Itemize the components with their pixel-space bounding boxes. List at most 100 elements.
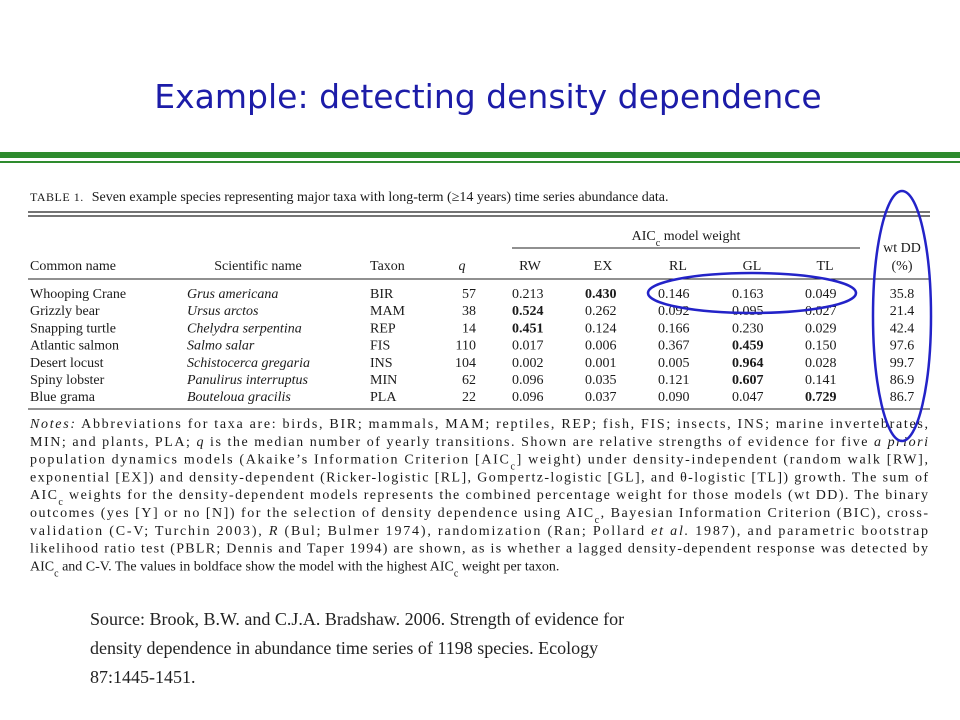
table-cell: 0.027: [805, 304, 837, 319]
text-run: weight per taxon.: [458, 559, 559, 574]
italic-run: Notes:: [29, 417, 75, 432]
table-cell: 0.028: [805, 356, 837, 371]
italic-run: et al.: [651, 524, 688, 539]
column-header: Common name: [30, 259, 116, 274]
table-cell: 35.8: [890, 287, 915, 302]
column-header: EX: [594, 259, 613, 274]
table-cell: 0.037: [585, 390, 617, 405]
table-cell: 62: [462, 373, 476, 388]
text-run: outcomes (yes [Y] or no [N]) for the sel…: [30, 506, 593, 521]
text-run: 1987), and parametric bootstrap: [690, 524, 928, 539]
table-cell: FIS: [370, 339, 390, 354]
text-run: likelihood ratio test (PBLR; Dennis and …: [30, 542, 928, 557]
table-cell: 0.524: [512, 304, 544, 319]
table-cell: Grizzly bear: [30, 304, 100, 319]
column-header: RL: [669, 259, 687, 274]
table-cell: Ursus arctos: [187, 304, 259, 319]
note-line: outcomes (yes [Y] or no [N]) for the sel…: [30, 506, 928, 526]
italic-run: R: [268, 524, 278, 539]
table-cell: MAM: [370, 304, 406, 319]
table-cell: 0.096: [512, 390, 544, 405]
table-cell: Salmo salar: [187, 339, 255, 354]
source-line: Source: Brook, B.W. and C.J.A. Bradshaw.…: [90, 609, 624, 629]
table-cell: 0.035: [585, 373, 617, 388]
table-cell: 0.017: [512, 339, 544, 354]
subscript: c: [454, 568, 459, 579]
table-cell: 0.096: [512, 373, 544, 388]
table-cell: Spiny lobster: [30, 373, 105, 388]
text-run: exponential [EX]) and density-dependent …: [30, 470, 928, 485]
subscript: c: [656, 238, 661, 249]
text-run: , Bayesian Information Criterion (BIC), …: [601, 506, 929, 521]
text-run: MIN; and plants, PLA;: [30, 435, 195, 450]
table-cell: 0.729: [805, 390, 837, 405]
table-cell: MIN: [370, 373, 397, 388]
table-cell: 86.9: [890, 373, 915, 388]
text-run: ] weight) under density-independent (ran…: [517, 453, 928, 468]
column-header: wt DD: [883, 241, 921, 256]
table-cell: 97.6: [890, 339, 915, 354]
slide-title: Example: detecting density dependence: [154, 77, 821, 116]
caption-text: Seven example species representing major…: [92, 190, 669, 205]
column-header: TL: [816, 259, 833, 274]
divider: [0, 152, 960, 158]
source-line: 87:1445-1451.: [90, 667, 196, 687]
table-cell: BIR: [370, 287, 394, 302]
table-cell: Chelydra serpentina: [187, 321, 302, 336]
table-cell: 0.964: [732, 356, 764, 371]
text-run: AIC: [632, 229, 656, 244]
table-cell: 0.049: [805, 287, 837, 302]
table-cell: 21.4: [890, 304, 915, 319]
table-cell: 0.367: [658, 339, 690, 354]
table-cell: 0.213: [512, 287, 544, 302]
table-cell: Panulirus interruptus: [186, 373, 309, 388]
text-run: and C-V. The values in boldface show the…: [59, 559, 454, 574]
caption-label: TABLE 1.: [30, 190, 84, 204]
table-cell: 0.141: [805, 373, 837, 388]
table-cell: 0.607: [732, 373, 764, 388]
text-run: (Bul; Bulmer 1974), randomization (Ran; …: [279, 524, 649, 539]
table-cell: 38: [462, 304, 476, 319]
table-cell: Grus americana: [187, 287, 278, 302]
note-line: Notes: Abbreviations for taxa are: birds…: [29, 417, 928, 432]
table-cell: 0.006: [585, 339, 617, 354]
subscript: c: [58, 497, 63, 508]
table-cell: 0.146: [658, 287, 690, 302]
table-cell: Bouteloua gracilis: [187, 390, 291, 405]
table-cell: Atlantic salmon: [30, 339, 119, 354]
table-cell: Snapping turtle: [30, 321, 116, 336]
italic-run: a priori: [874, 435, 928, 450]
text-run: Abbreviations for taxa are: birds, BIR; …: [77, 417, 928, 432]
table-cell: PLA: [370, 390, 397, 405]
table-cell: Blue grama: [30, 390, 96, 405]
table-cell: 99.7: [890, 356, 915, 371]
table-cell: 14: [462, 321, 476, 336]
column-header: GL: [743, 259, 762, 274]
group-header: AICc model weight: [632, 229, 741, 249]
table-cell: 0.163: [732, 287, 764, 302]
table-cell: 0.124: [585, 321, 617, 336]
table-cell: 0.001: [585, 356, 617, 371]
italic-run: q: [196, 435, 203, 450]
table-cell: Whooping Crane: [30, 287, 126, 302]
table-cell: Schistocerca gregaria: [187, 356, 310, 371]
text-run: weights for the density-dependent models…: [64, 488, 928, 503]
note-line: validation (C-V; Turchin 2003), R (Bul; …: [30, 524, 928, 539]
text-run: AIC: [30, 488, 57, 503]
column-header: Scientific name: [214, 259, 301, 274]
table-cell: 0.047: [732, 390, 764, 405]
source: Source: Brook, B.W. and C.J.A. Bradshaw.…: [90, 609, 624, 687]
note-line: AICc weights for the density-dependent m…: [30, 488, 928, 508]
table-cell: 86.7: [890, 390, 915, 405]
table-cell: 0.430: [585, 287, 617, 302]
note-line: likelihood ratio test (PBLR; Dennis and …: [30, 542, 928, 557]
column-header: (%): [892, 259, 913, 274]
table-cell: 0.029: [805, 321, 837, 336]
table-cell: 0.121: [658, 373, 690, 388]
divider: [0, 161, 960, 163]
table-cell: 110: [456, 339, 476, 354]
source-line: density dependence in abundance time ser…: [90, 638, 598, 658]
table-cell: 0.095: [732, 304, 764, 319]
note-line: exponential [EX]) and density-dependent …: [30, 470, 928, 485]
subscript: c: [511, 461, 516, 472]
